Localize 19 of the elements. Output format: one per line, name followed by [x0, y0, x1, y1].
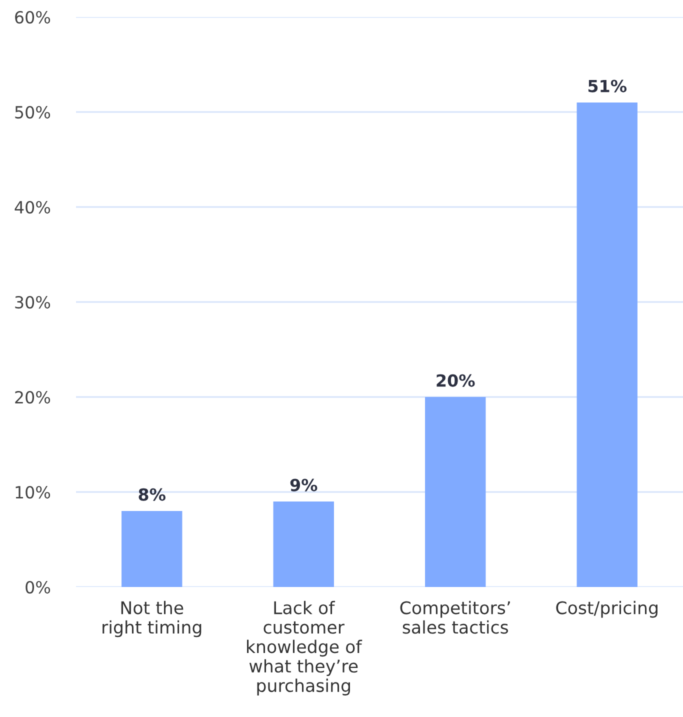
y-tick-label: 20% — [15, 390, 50, 404]
x-tick-label: Lack of customer knowledge of what they’re purchasing — [247, 600, 362, 696]
y-tick-label: 50% — [15, 106, 50, 119]
bar — [576, 102, 638, 587]
y-tick-label: 10% — [16, 486, 50, 499]
y-tick-label: 30% — [15, 296, 50, 309]
y-tick-label: 40% — [14, 200, 50, 214]
data-label: 20% — [436, 374, 475, 387]
bar — [122, 511, 182, 587]
bar — [273, 502, 334, 587]
y-tick-label: 0% — [26, 580, 50, 594]
bar — [425, 397, 486, 587]
data-label: 51% — [588, 80, 627, 92]
x-tick-label: Competitors’ sales tactics — [400, 600, 510, 634]
x-tick-label: Not the right timing — [102, 600, 202, 638]
data-label: 9% — [290, 478, 318, 492]
x-tick-label: Cost/pricing — [556, 600, 658, 618]
data-label: 8% — [138, 488, 166, 501]
y-tick-label: 60% — [15, 10, 50, 24]
